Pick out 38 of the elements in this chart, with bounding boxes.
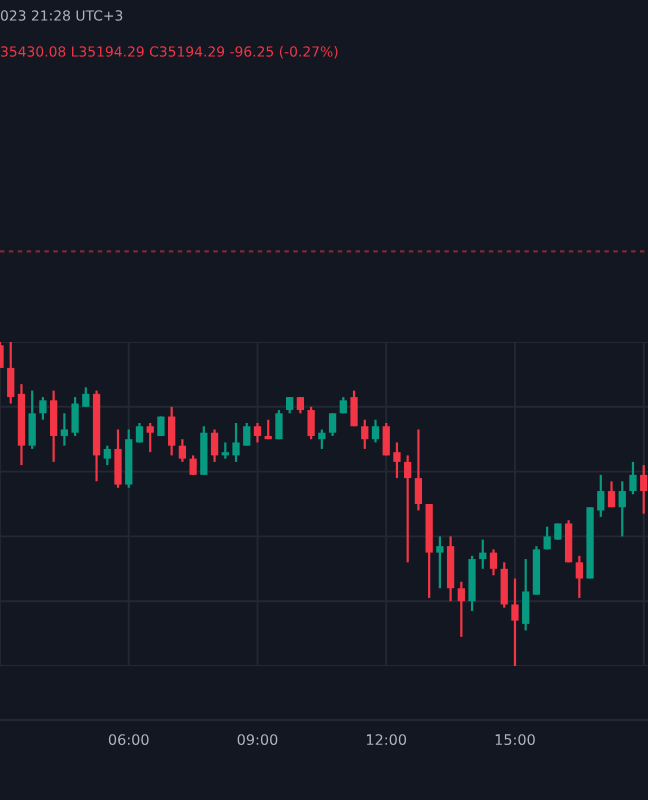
candlestick xyxy=(146,421,154,454)
candlestick xyxy=(511,577,519,666)
candlestick xyxy=(210,428,219,463)
candlestick xyxy=(446,535,455,603)
candlestick xyxy=(468,554,476,613)
candlestick xyxy=(500,561,508,609)
candlestick xyxy=(607,480,616,509)
candlestick xyxy=(564,519,573,564)
candlestick xyxy=(575,554,583,600)
candlestick xyxy=(328,412,337,438)
candlestick xyxy=(629,460,637,496)
candlestick xyxy=(414,428,423,512)
candlestick xyxy=(457,580,465,638)
candlestick xyxy=(49,389,58,463)
candlestick xyxy=(618,480,626,538)
candlestick xyxy=(307,405,315,441)
candlestick xyxy=(361,418,369,451)
candlestick xyxy=(371,418,380,444)
candlestick xyxy=(125,428,133,489)
candlestick xyxy=(275,408,283,441)
candlestick xyxy=(404,454,412,564)
candlestick xyxy=(436,535,444,590)
candlestick xyxy=(28,389,36,451)
candlestick xyxy=(318,428,326,451)
candlestick xyxy=(114,428,122,489)
candlestick xyxy=(350,389,358,428)
candlestick xyxy=(7,342,15,405)
candlestick xyxy=(522,557,530,632)
candlestick xyxy=(489,548,498,577)
candlestick xyxy=(640,464,648,515)
candlestick xyxy=(39,395,47,421)
candlestick xyxy=(253,421,262,444)
candlestick xyxy=(168,405,176,457)
candlestick xyxy=(103,444,111,467)
candlestick xyxy=(200,425,208,476)
candlestick xyxy=(178,438,187,463)
candlestick xyxy=(532,545,541,596)
candlestick xyxy=(189,454,197,476)
